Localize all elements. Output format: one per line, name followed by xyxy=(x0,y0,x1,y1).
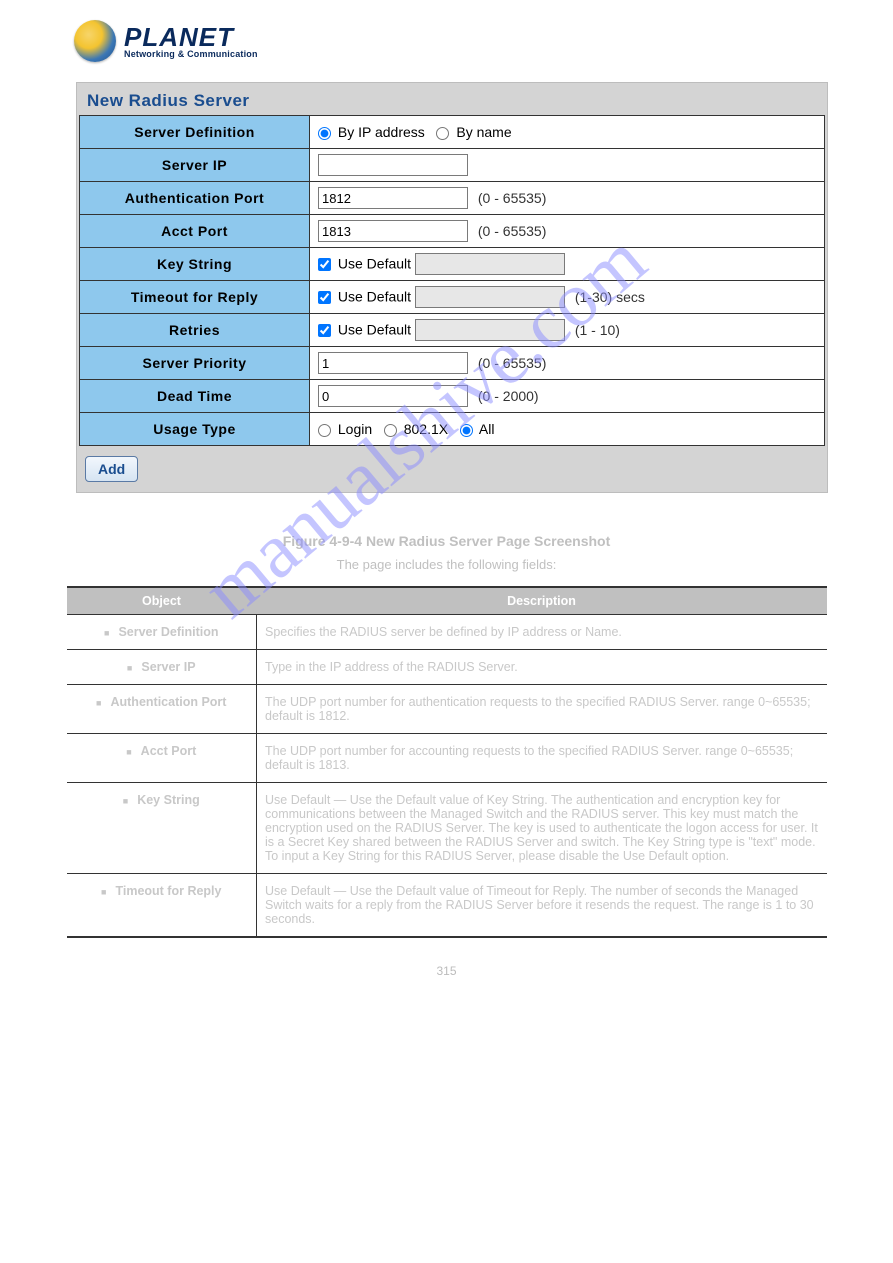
input-key-string xyxy=(415,253,565,275)
new-radius-server-panel: New Radius Server Server Definition By I… xyxy=(76,82,828,493)
label-server-ip: Server IP xyxy=(80,149,310,182)
row-acct-port: Acct Port (0 - 65535) xyxy=(80,215,825,248)
input-timeout xyxy=(415,286,565,308)
hint-retries: (1 - 10) xyxy=(575,322,620,338)
cell-auth-port: (0 - 65535) xyxy=(310,182,825,215)
figure-caption: Figure 4-9-4 New Radius Server Page Scre… xyxy=(0,533,893,549)
th-object: Object xyxy=(67,587,257,615)
cell-server-ip xyxy=(310,149,825,182)
desc-object: Authentication Port xyxy=(67,685,257,734)
desc-text: Type in the IP address of the RADIUS Ser… xyxy=(257,650,827,685)
radio-usage-all[interactable] xyxy=(460,424,473,437)
input-retries xyxy=(415,319,565,341)
input-acct-port[interactable] xyxy=(318,220,468,242)
radio-usage-8021x-label: 802.1X xyxy=(404,421,448,437)
planet-logo-icon xyxy=(74,20,116,62)
row-auth-port: Authentication Port (0 - 65535) xyxy=(80,182,825,215)
cell-server-definition: By IP address By name xyxy=(310,116,825,149)
description-table: Object Description Server DefinitionSpec… xyxy=(67,586,827,938)
panel-title: New Radius Server xyxy=(79,85,825,115)
cell-usage-type: Login 802.1X All xyxy=(310,413,825,446)
logo-block: PLANET Networking & Communication xyxy=(0,0,893,72)
hint-timeout: (1-30) secs xyxy=(575,289,645,305)
radio-usage-8021x[interactable] xyxy=(384,424,397,437)
label-dead-time: Dead Time xyxy=(80,380,310,413)
radio-usage-login-label: Login xyxy=(338,421,372,437)
hint-priority: (0 - 65535) xyxy=(478,355,546,371)
desc-row: Key StringUse Default — Use the Default … xyxy=(67,783,827,874)
desc-row: Timeout for ReplyUse Default — Use the D… xyxy=(67,874,827,938)
row-dead-time: Dead Time (0 - 2000) xyxy=(80,380,825,413)
desc-text: Specifies the RADIUS server be defined b… xyxy=(257,615,827,650)
desc-row: Server IPType in the IP address of the R… xyxy=(67,650,827,685)
radio-by-name[interactable] xyxy=(436,127,449,140)
cell-dead-time: (0 - 2000) xyxy=(310,380,825,413)
label-auth-port: Authentication Port xyxy=(80,182,310,215)
desc-text: The UDP port number for authentication r… xyxy=(257,685,827,734)
logo-text: PLANET Networking & Communication xyxy=(124,24,258,59)
hint-dead-time: (0 - 2000) xyxy=(478,388,539,404)
th-description: Description xyxy=(257,587,827,615)
radio-by-ip[interactable] xyxy=(318,127,331,140)
label-retries: Retries xyxy=(80,314,310,347)
add-button[interactable]: Add xyxy=(85,456,138,482)
row-priority: Server Priority (0 - 65535) xyxy=(80,347,825,380)
input-server-ip[interactable] xyxy=(318,154,468,176)
cell-key-string: Use Default xyxy=(310,248,825,281)
logo-tagline: Networking & Communication xyxy=(124,50,258,59)
desc-object: Server IP xyxy=(67,650,257,685)
checkbox-retries-default-label: Use Default xyxy=(338,322,411,338)
row-retries: Retries Use Default (1 - 10) xyxy=(80,314,825,347)
desc-row: Server DefinitionSpecifies the RADIUS se… xyxy=(67,615,827,650)
checkbox-key-default[interactable] xyxy=(318,258,331,271)
logo-brand: PLANET xyxy=(124,24,258,50)
desc-object: Timeout for Reply xyxy=(67,874,257,938)
row-server-definition: Server Definition By IP address By name xyxy=(80,116,825,149)
desc-text: Use Default — Use the Default value of K… xyxy=(257,783,827,874)
cell-acct-port: (0 - 65535) xyxy=(310,215,825,248)
radio-by-name-label: By name xyxy=(456,124,511,140)
desc-row: Acct PortThe UDP port number for account… xyxy=(67,734,827,783)
cell-timeout: Use Default (1-30) secs xyxy=(310,281,825,314)
row-server-ip: Server IP xyxy=(80,149,825,182)
checkbox-key-default-label: Use Default xyxy=(338,256,411,272)
row-usage-type: Usage Type Login 802.1X All xyxy=(80,413,825,446)
hint-auth-port: (0 - 65535) xyxy=(478,190,546,206)
radio-usage-all-label: All xyxy=(479,421,495,437)
desc-object: Key String xyxy=(67,783,257,874)
desc-row: Authentication PortThe UDP port number f… xyxy=(67,685,827,734)
row-timeout: Timeout for Reply Use Default (1-30) sec… xyxy=(80,281,825,314)
desc-text: The UDP port number for accounting reque… xyxy=(257,734,827,783)
checkbox-timeout-default-label: Use Default xyxy=(338,289,411,305)
input-priority[interactable] xyxy=(318,352,468,374)
cell-retries: Use Default (1 - 10) xyxy=(310,314,825,347)
radio-by-ip-label: By IP address xyxy=(338,124,425,140)
label-key-string: Key String xyxy=(80,248,310,281)
checkbox-timeout-default[interactable] xyxy=(318,291,331,304)
cell-priority: (0 - 65535) xyxy=(310,347,825,380)
hint-acct-port: (0 - 65535) xyxy=(478,223,546,239)
label-acct-port: Acct Port xyxy=(80,215,310,248)
label-usage-type: Usage Type xyxy=(80,413,310,446)
label-timeout: Timeout for Reply xyxy=(80,281,310,314)
desc-object: Server Definition xyxy=(67,615,257,650)
input-auth-port[interactable] xyxy=(318,187,468,209)
input-dead-time[interactable] xyxy=(318,385,468,407)
desc-object: Acct Port xyxy=(67,734,257,783)
label-server-definition: Server Definition xyxy=(80,116,310,149)
checkbox-retries-default[interactable] xyxy=(318,324,331,337)
radio-usage-login[interactable] xyxy=(318,424,331,437)
page-number: 315 xyxy=(0,964,893,978)
row-key-string: Key String Use Default xyxy=(80,248,825,281)
radius-form-table: Server Definition By IP address By name … xyxy=(79,115,825,446)
figure-intro: The page includes the following fields: xyxy=(0,557,893,572)
label-priority: Server Priority xyxy=(80,347,310,380)
desc-text: Use Default — Use the Default value of T… xyxy=(257,874,827,938)
